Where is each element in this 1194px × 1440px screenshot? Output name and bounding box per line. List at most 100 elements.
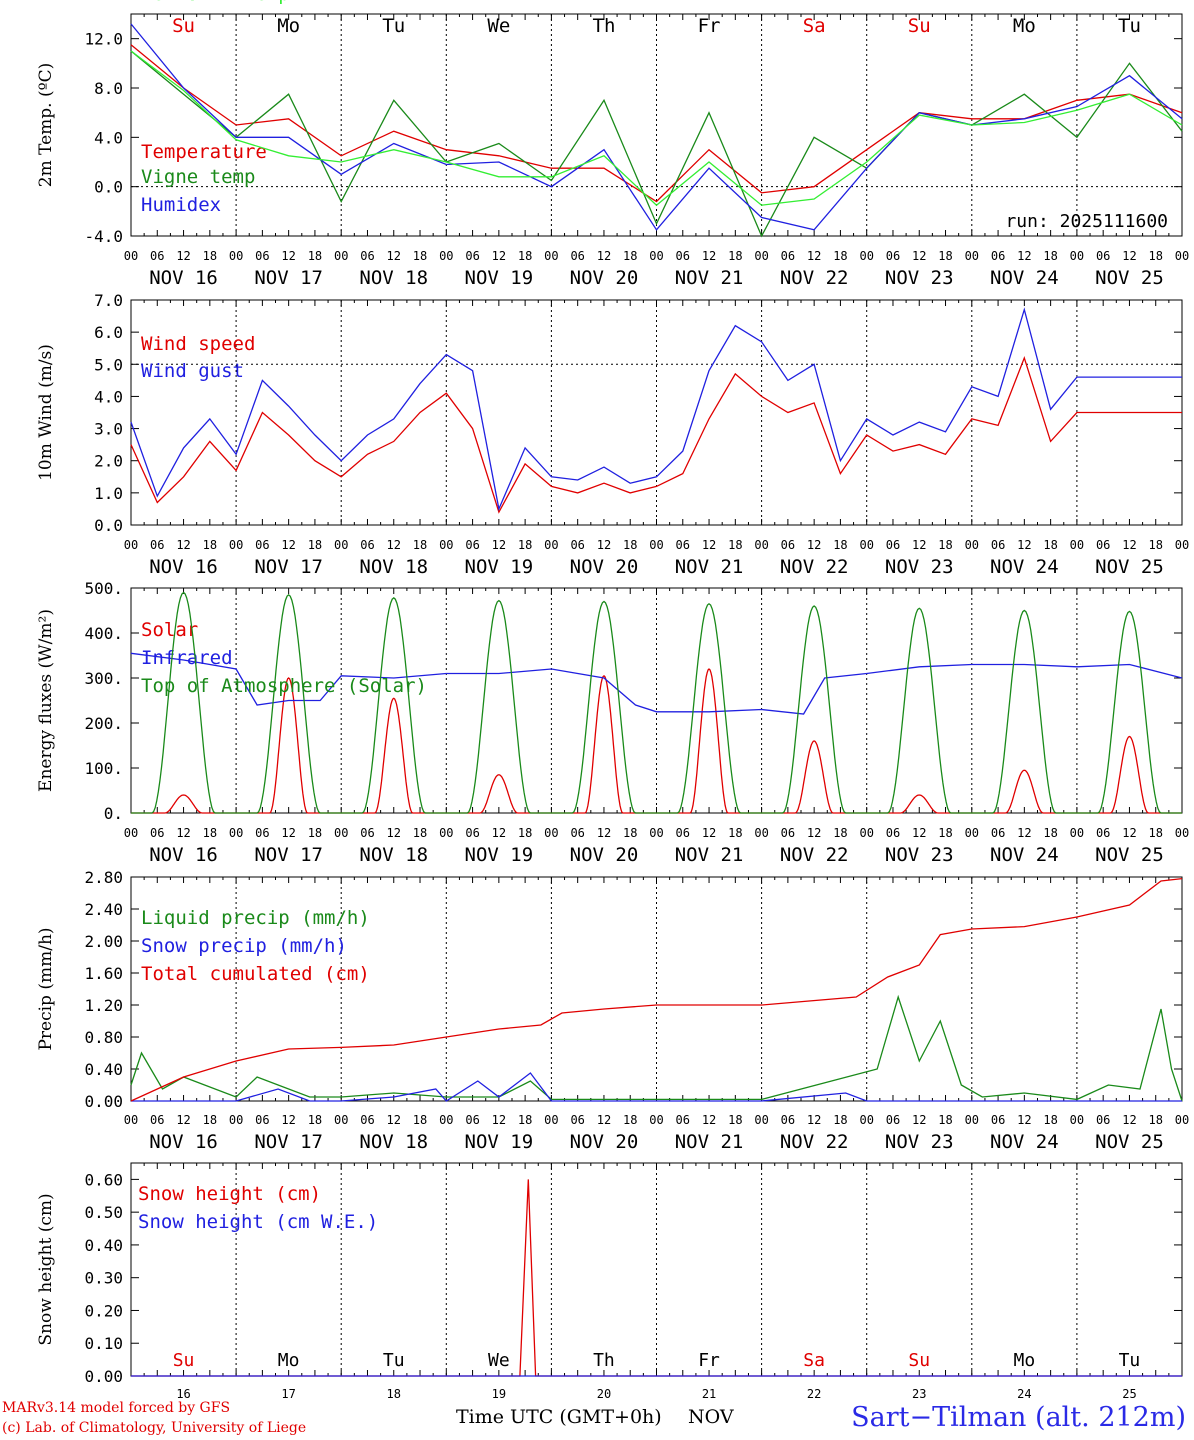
hour-tick-label: 12 [281,826,295,840]
hour-tick-label: 12 [281,538,295,552]
y-tick-label: 5.0 [94,355,123,374]
hour-tick-label: 12 [597,1113,611,1127]
hour-tick-label: 00 [754,1113,768,1127]
legend-entry: Snow height (cm W.E.) [138,1211,378,1233]
panel-snow: 0.00 0.10 0.20 0.30 0.40 0.50 0.60 Snow height … [36,1162,1183,1401]
series-line-infrared [130,652,1183,715]
hour-tick-label: 00 [649,249,663,263]
hour-tick-label: 06 [150,826,164,840]
date-label: NOV 22 [780,556,849,578]
hour-tick-label: 12 [807,249,821,263]
hour-tick-label: 12 [597,538,611,552]
hour-tick-label: 00 [544,249,558,263]
hour-tick-label: 18 [413,249,427,263]
date-label: NOV 16 [149,1131,218,1153]
hour-tick-label: 06 [676,826,690,840]
hour-tick-label: 06 [570,826,584,840]
hour-tick-label: 06 [360,1113,374,1127]
hour-tick-label: 12 [807,538,821,552]
hour-tick-label: 00 [859,826,873,840]
date-label: NOV 24 [990,267,1059,289]
date-label: NOV 25 [1095,556,1164,578]
hour-tick-label: 18 [833,249,847,263]
hour-tick-label: 00 [649,826,663,840]
hour-tick-label: 00 [1175,538,1189,552]
hour-tick-label: 06 [360,249,374,263]
y-tick-label: 0.10 [84,1334,123,1353]
hour-tick-label: 12 [1122,538,1136,552]
hour-tick-label: 18 [728,249,742,263]
weekday-label: Sa [803,15,826,37]
hour-tick-label: 06 [465,249,479,263]
hour-tick-label: 18 [938,1113,952,1127]
series-line-wind-gust [130,307,1182,512]
y-tick-label: 0.80 [84,1028,123,1047]
hour-tick-label: 06 [465,826,479,840]
hour-tick-label: 00 [229,826,243,840]
hour-tick-label: 18 [413,826,427,840]
hour-tick-label: 12 [387,538,401,552]
hour-tick-label: 12 [387,826,401,840]
hour-tick-label: 06 [255,249,269,263]
y-tick-label: 0.30 [84,1269,123,1288]
date-label: NOV 24 [990,844,1059,866]
hour-tick-label: 00 [124,1113,138,1127]
y-tick-label: 1.20 [84,996,123,1015]
hour-tick-label: 00 [859,538,873,552]
hour-tick-label: 06 [1096,249,1110,263]
date-label: NOV 18 [359,844,428,866]
model-credit: MARv3.14 model forced by GFS [2,1400,231,1416]
month-label: NOV [688,1406,734,1428]
y-tick-label: 8.0 [94,79,123,98]
weekday-label: Su [172,15,195,37]
hour-tick-label: 18 [203,826,217,840]
y-tick-label: 0.20 [84,1301,123,1320]
hour-tick-label: 06 [991,538,1005,552]
hour-tick-label: 12 [492,1113,506,1127]
hour-tick-label: 06 [255,538,269,552]
hour-tick-label: 18 [308,1113,322,1127]
run-label: run: 2025111600 [1005,211,1168,232]
hour-tick-label: 18 [203,538,217,552]
weekday-label: Mo [277,15,300,37]
legend-entry: Solar [141,619,198,641]
hour-tick-label: 18 [728,1113,742,1127]
weekday-label: Tu [1118,15,1141,37]
date-label: NOV 17 [254,556,323,578]
y-tick-label: 6.0 [94,323,123,342]
hour-tick-label: 06 [781,538,795,552]
y-tick-label: -4.0 [84,227,123,246]
hour-tick-label: 00 [1070,249,1084,263]
hour-tick-label: 00 [1070,538,1084,552]
hour-tick-label: 06 [676,538,690,552]
hour-tick-label: 00 [754,249,768,263]
date-label: NOV 20 [570,556,639,578]
date-label: NOV 23 [885,1131,954,1153]
hour-tick-label: 18 [413,1113,427,1127]
weekday-label: Sa [803,1350,825,1371]
date-label: NOV 17 [254,844,323,866]
panel-wind: 0.0 1.0 2.0 3.0 4.0 5.0 6.0 7.0 10m Wind (m/s) 00… [36,291,1189,578]
y-tick-label: 0. [104,804,123,823]
date-label: NOV 20 [570,267,639,289]
day-number-label: 21 [702,1387,716,1401]
weekday-label: Mo [1014,1350,1036,1371]
hour-tick-label: 12 [176,249,190,263]
y-tick-label: 500. [84,579,123,598]
y-axis-label: Precip (mm/h) [36,927,56,1050]
hour-tick-label: 12 [912,538,926,552]
hour-tick-label: 06 [886,1113,900,1127]
hour-tick-label: 12 [1017,249,1031,263]
legend-entry: Snow height (cm) [138,1183,321,1205]
hour-tick-label: 00 [1175,826,1189,840]
hour-tick-label: 18 [1148,249,1162,263]
hour-tick-label: 00 [334,249,348,263]
date-label: NOV 19 [465,844,534,866]
hour-tick-label: 06 [360,826,374,840]
date-label: NOV 22 [780,267,849,289]
y-tick-label: 0.0 [94,516,123,535]
hour-tick-label: 18 [203,249,217,263]
hour-tick-label: 00 [1070,1113,1084,1127]
weekday-label: Tu [1119,1350,1141,1371]
hour-tick-label: 06 [1096,538,1110,552]
